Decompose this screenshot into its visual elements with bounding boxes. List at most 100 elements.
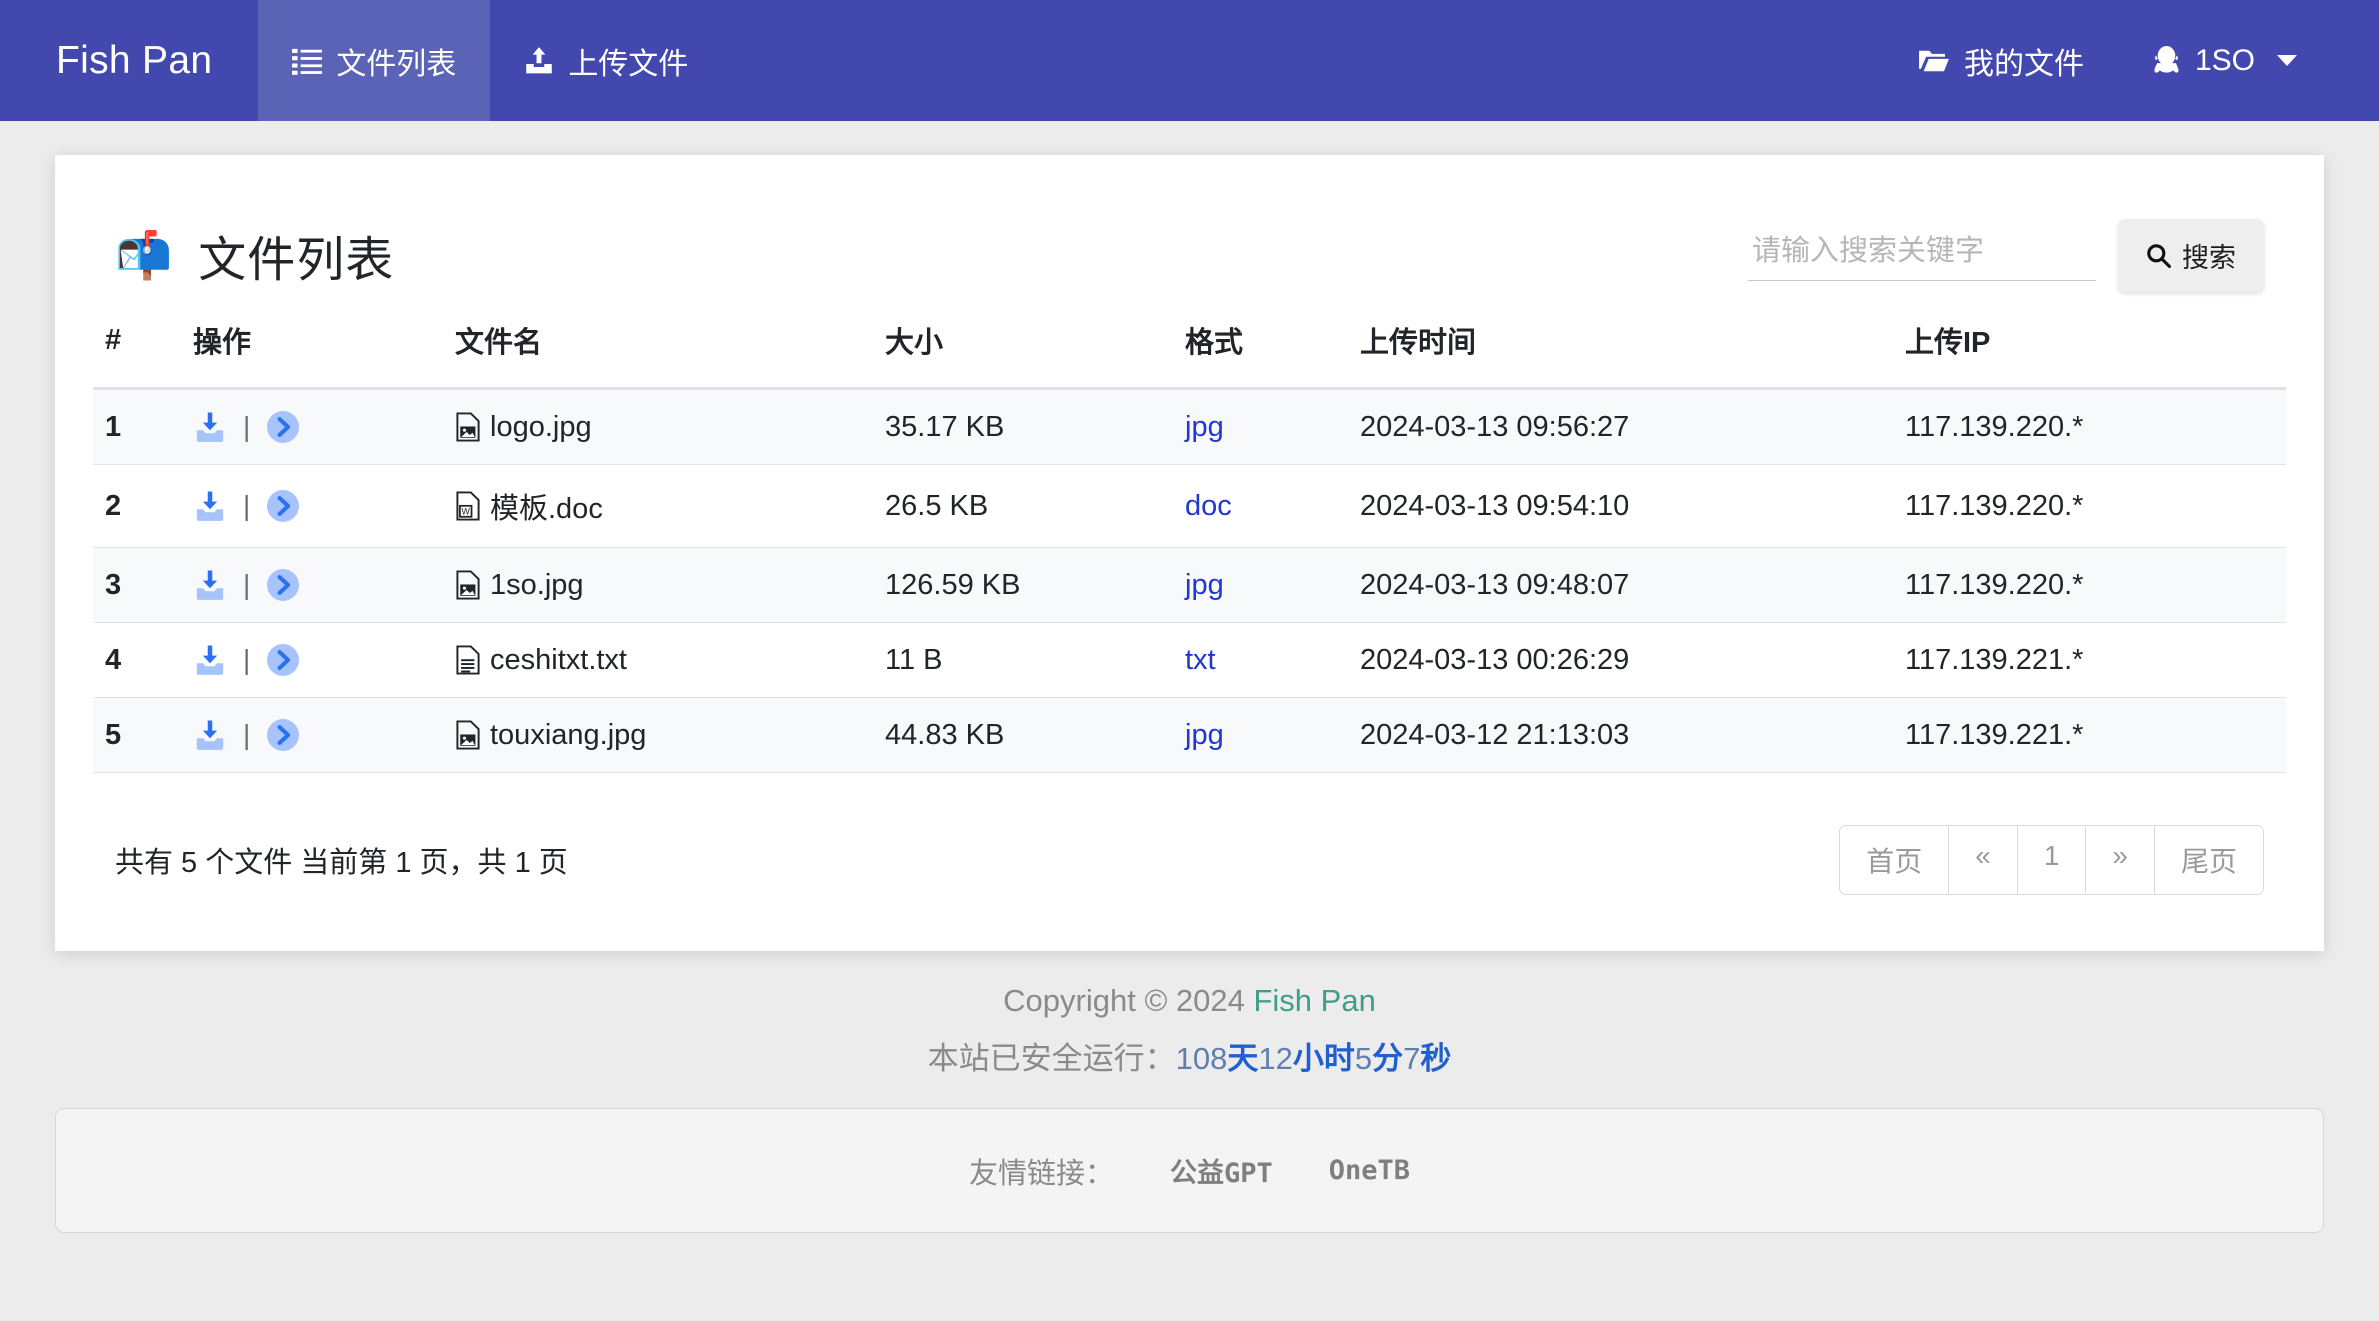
cell-format: txt: [1173, 622, 1348, 698]
col-header-ip: 上传IP: [1893, 303, 2286, 390]
search-button[interactable]: 搜索: [2118, 218, 2264, 292]
cell-upload-ip: 117.139.220.*: [1893, 464, 2286, 548]
filename-text: 模板.doc: [490, 493, 603, 525]
format-link[interactable]: jpg: [1185, 410, 1224, 443]
uptime-label: 本站已安全运行：: [927, 1041, 1176, 1076]
uptime-value: 108天12小时5分7秒: [1176, 1041, 1452, 1076]
cell-actions: |: [181, 388, 443, 465]
pagination-last[interactable]: 尾页: [2154, 826, 2263, 894]
files-table: # 操作 文件名 大小 格式 上传时间 上传IP 1 | logo.jpg 35.17…: [93, 303, 2286, 773]
cell-index: 2: [93, 464, 181, 548]
svg-text:W: W: [462, 507, 471, 517]
format-link[interactable]: txt: [1185, 643, 1216, 676]
pagination-prev[interactable]: «: [1949, 826, 2018, 894]
action-separator: |: [243, 411, 251, 442]
site-footer: Copyright © 2024 Fish Pan 本站已安全运行：108天12…: [0, 951, 2379, 1078]
file-list-card: 📬 文件列表 搜索: [55, 155, 2324, 951]
nav-item-file-list[interactable]: 文件列表: [258, 0, 491, 121]
detail-chevron-icon[interactable]: [266, 718, 300, 752]
image-file-icon: [455, 412, 481, 442]
format-link[interactable]: jpg: [1185, 718, 1224, 751]
copyright-text: Copyright © 2024: [1003, 983, 1254, 1018]
filename-text: touxiang.jpg: [490, 718, 647, 751]
mailbox-emoji-icon: 📬: [115, 229, 173, 281]
brand-logo[interactable]: Fish Pan: [56, 38, 213, 82]
uptime-part-3: 小时: [1292, 1041, 1355, 1076]
cell-filename: 1so.jpg: [443, 547, 873, 623]
uptime-part-6: 7: [1403, 1041, 1421, 1076]
nav-item-upload-label: 上传文件: [568, 47, 689, 81]
list-icon: [292, 46, 323, 76]
cell-format: jpg: [1173, 547, 1348, 623]
footer-brand-link[interactable]: Fish Pan: [1253, 983, 1376, 1018]
cell-format: jpg: [1173, 388, 1348, 465]
detail-chevron-icon[interactable]: [266, 410, 300, 444]
table-row: 5 | touxiang.jpg 44.83 KB jpg 2024-03-12 21:1…: [93, 697, 2286, 773]
cell-upload-ip: 117.139.221.*: [1893, 622, 2286, 698]
search-icon: [2146, 243, 2171, 268]
pagination-next[interactable]: »: [2086, 826, 2155, 894]
action-separator: |: [243, 719, 251, 750]
format-link[interactable]: doc: [1185, 489, 1232, 522]
download-icon[interactable]: [193, 569, 227, 601]
pagination-page-1[interactable]: 1: [2017, 826, 2087, 894]
search-button-label: 搜索: [2182, 242, 2236, 273]
nav-item-my-files[interactable]: 我的文件: [1884, 0, 2118, 121]
cell-upload-ip: 117.139.221.*: [1893, 697, 2286, 773]
friend-link-onetb[interactable]: OneTB: [1328, 1155, 1411, 1186]
uptime-part-1: 天: [1227, 1041, 1259, 1076]
download-icon[interactable]: [193, 644, 227, 676]
nav-right-group: 我的文件 1SO: [1884, 0, 2379, 121]
cell-filename: touxiang.jpg: [443, 697, 873, 773]
cell-upload-time: 2024-03-13 09:56:27: [1348, 388, 1893, 465]
nav-item-user-label: 1SO: [2194, 43, 2255, 77]
uptime-part-0: 108: [1175, 1041, 1228, 1076]
cell-size: 35.17 KB: [873, 388, 1173, 465]
pagination: 首页 « 1 » 尾页: [1839, 825, 2264, 895]
nav-item-upload[interactable]: 上传文件: [490, 0, 722, 121]
format-link[interactable]: jpg: [1185, 568, 1224, 601]
cell-filename: logo.jpg: [443, 388, 873, 465]
nav-item-my-files-label: 我的文件: [1963, 47, 2084, 81]
download-icon[interactable]: [193, 411, 227, 443]
cell-index: 3: [93, 547, 181, 623]
filename-text: 1so.jpg: [490, 568, 584, 601]
nav-item-file-list-label: 文件列表: [336, 47, 457, 81]
search-group: 搜索: [1748, 218, 2264, 292]
cell-size: 11 B: [873, 622, 1173, 698]
page-body: 📬 文件列表 搜索: [0, 155, 2379, 951]
friend-link-gongyigpt[interactable]: 公益GPT: [1169, 1158, 1273, 1189]
detail-chevron-icon[interactable]: [266, 568, 300, 602]
cell-upload-ip: 117.139.220.*: [1893, 388, 2286, 465]
cell-actions: |: [181, 697, 443, 773]
image-file-icon: [455, 570, 481, 600]
top-navbar: Fish Pan 文件列表 上传文件: [0, 0, 2379, 121]
nav-item-user-menu[interactable]: 1SO: [2118, 0, 2331, 121]
friend-links-box: 友情链接： 公益GPT OneTB: [55, 1108, 2324, 1233]
uptime-line: 本站已安全运行：108天12小时5分7秒: [0, 1033, 2379, 1078]
col-header-action: 操作: [181, 303, 443, 390]
cell-filename: W 模板.doc: [443, 464, 873, 548]
action-separator: |: [243, 569, 251, 600]
cell-actions: |: [181, 547, 443, 623]
col-header-index: #: [93, 303, 181, 390]
detail-chevron-icon[interactable]: [266, 489, 300, 523]
cell-upload-ip: 117.139.220.*: [1893, 547, 2286, 623]
image-file-icon: [455, 720, 481, 750]
cell-index: 4: [93, 622, 181, 698]
friend-links-label: 友情链接：: [968, 1157, 1114, 1190]
col-header-format: 格式: [1173, 303, 1348, 390]
uptime-part-4: 5: [1354, 1041, 1373, 1076]
col-header-size: 大小: [873, 303, 1173, 390]
page-title-group: 📬 文件列表: [115, 220, 394, 290]
search-input[interactable]: [1748, 229, 2096, 281]
download-icon[interactable]: [193, 490, 227, 522]
qq-penguin-icon: [2152, 45, 2181, 76]
detail-chevron-icon[interactable]: [266, 643, 300, 677]
filename-text: logo.jpg: [490, 410, 592, 443]
pagination-first[interactable]: 首页: [1840, 826, 1950, 894]
download-icon[interactable]: [193, 719, 227, 751]
col-header-time: 上传时间: [1348, 303, 1893, 390]
text-file-icon: [455, 645, 481, 675]
table-row: 1 | logo.jpg 35.17 KB jpg 2024-03-13 09:56:27…: [93, 388, 2286, 465]
